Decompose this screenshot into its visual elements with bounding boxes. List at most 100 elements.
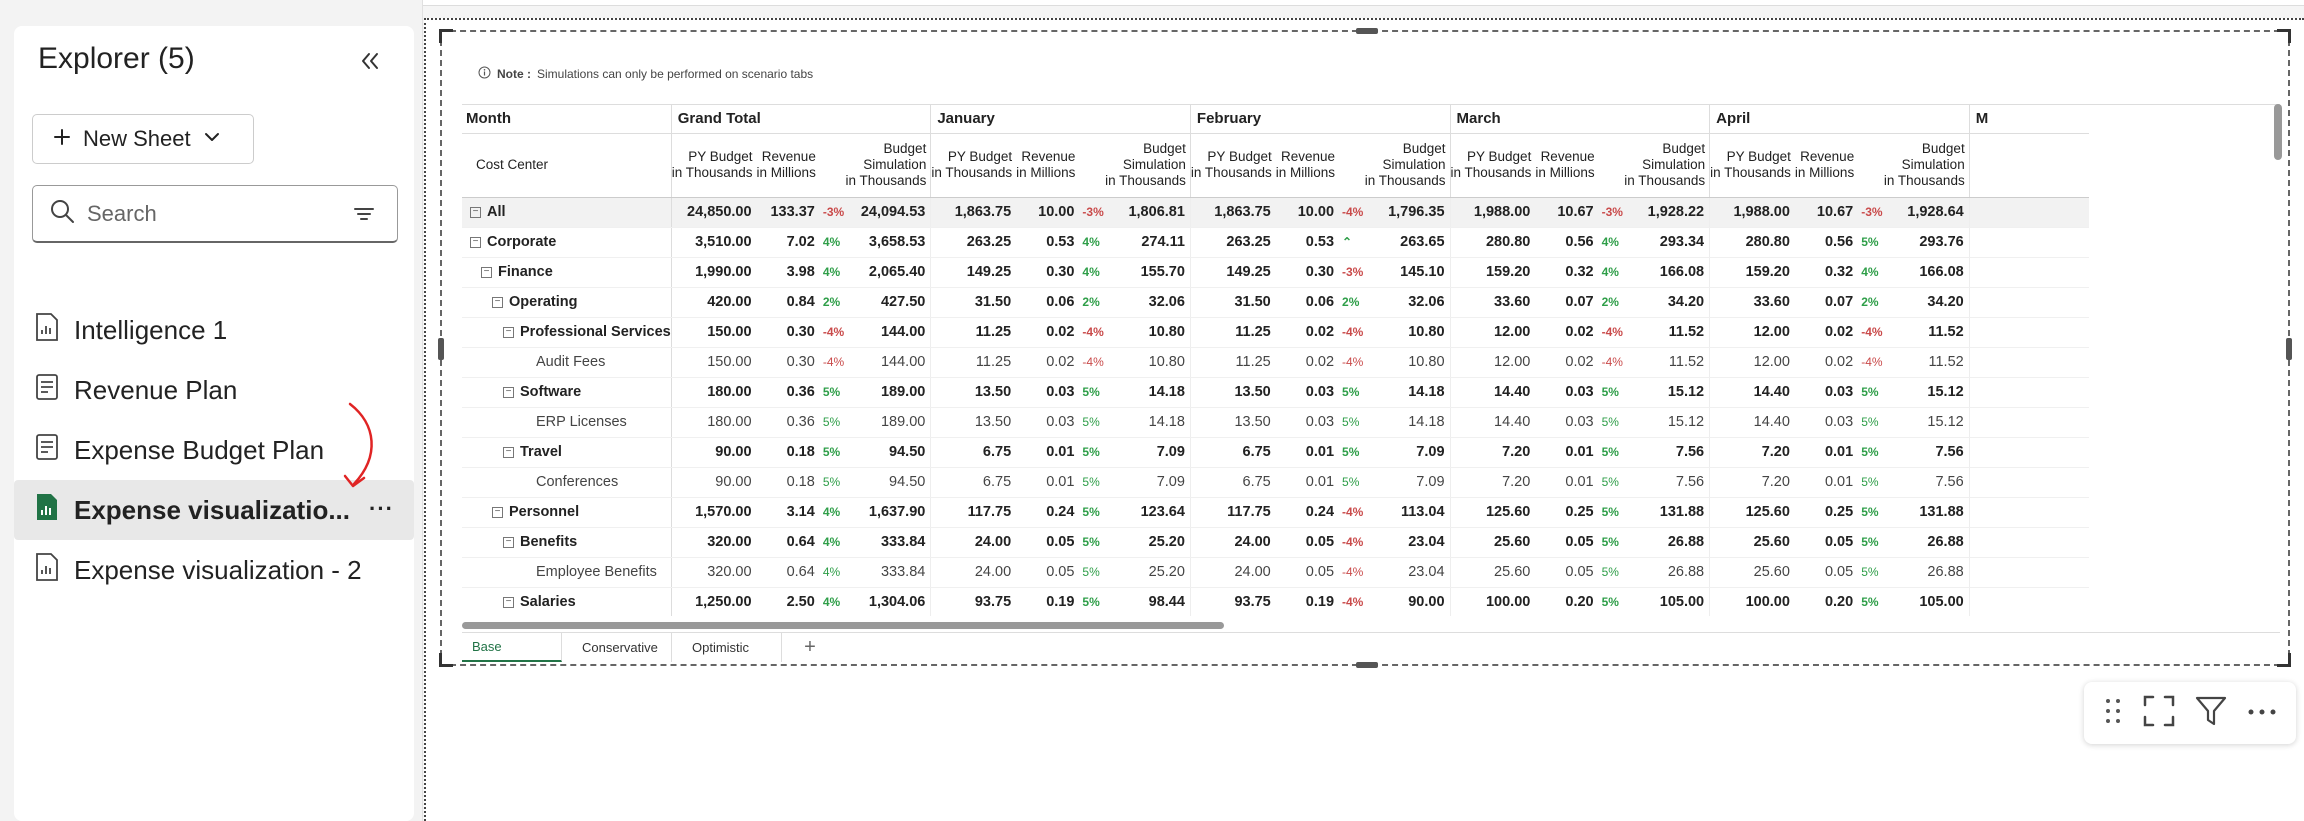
sheet-more-options-icon[interactable]: ··· xyxy=(369,496,394,521)
cost-center-header[interactable]: Cost Center xyxy=(462,133,672,198)
month-header[interactable]: April xyxy=(1709,105,1970,134)
value-cell[interactable]: 26.88 xyxy=(1886,527,1970,558)
value-cell[interactable]: 166.08 xyxy=(1626,257,1710,288)
value-cell[interactable]: 26.88 xyxy=(1886,557,1970,588)
scenario-tab[interactable]: Base xyxy=(462,633,562,662)
value-cell[interactable]: 1,637.90 xyxy=(847,497,931,528)
value-cell[interactable]: 274.11 xyxy=(1107,227,1191,258)
table-row[interactable]: Audit Fees 150.00 0.30 -4% 144.00 11.25 0.02 -4… xyxy=(462,347,2090,378)
value-cell[interactable]: 10.80 xyxy=(1107,347,1191,378)
month-header[interactable]: January xyxy=(930,105,1191,134)
table-row[interactable]: − Salaries 1,250.00 2.50 4% 1,304.06 93.75 0.19… xyxy=(462,587,2090,616)
value-cell[interactable]: 293.34 xyxy=(1626,227,1710,258)
value-cell[interactable]: 7.09 xyxy=(1367,437,1451,468)
value-cell[interactable]: 34.20 xyxy=(1626,287,1710,318)
measure-header[interactable]: Revenue in Millions xyxy=(1016,133,1080,198)
table-row[interactable]: − Professional Services 150.00 0.30 -4% 144.0… xyxy=(462,317,2090,348)
value-cell[interactable]: 10.80 xyxy=(1367,317,1451,348)
table-row[interactable]: − Travel 90.00 0.18 5% 94.50 6.75 0.01 5% 7.09 6.7… xyxy=(462,437,2090,468)
value-cell[interactable]: 131.88 xyxy=(1886,497,1970,528)
table-row[interactable]: ERP Licenses 180.00 0.36 5% 189.00 13.50 0.03 5… xyxy=(462,407,2090,438)
value-cell[interactable]: 10.80 xyxy=(1367,347,1451,378)
value-cell[interactable]: 1,928.64 xyxy=(1886,197,1970,228)
focus-mode-icon[interactable] xyxy=(2142,694,2176,733)
value-cell[interactable]: 94.50 xyxy=(847,467,931,498)
measure-header[interactable]: Budget Simulation in Thousands xyxy=(819,133,931,198)
table-row[interactable]: − Software 180.00 0.36 5% 189.00 13.50 0.03 5% 14… xyxy=(462,377,2090,408)
value-cell[interactable]: 155.70 xyxy=(1107,257,1191,288)
measure-header[interactable]: Budget Simulation in Thousands xyxy=(1598,133,1710,198)
value-cell[interactable]: 90.00 xyxy=(1367,587,1451,616)
value-cell[interactable]: 10.80 xyxy=(1107,317,1191,348)
value-cell[interactable]: 263.65 xyxy=(1367,227,1451,258)
measure-header[interactable]: PY Budget in Thousands xyxy=(1449,133,1536,198)
value-cell[interactable]: 7.56 xyxy=(1626,437,1710,468)
value-cell[interactable]: 25.20 xyxy=(1107,557,1191,588)
table-row[interactable]: − Operating 420.00 0.84 2% 427.50 31.50 0.06 2% 3… xyxy=(462,287,2090,318)
table-row[interactable]: − Personnel 1,570.00 3.14 4% 1,637.90 117.75 0.… xyxy=(462,497,2090,528)
value-cell[interactable]: 7.56 xyxy=(1886,467,1970,498)
collapse-toggle-icon[interactable]: − xyxy=(470,206,481,218)
month-header[interactable]: March xyxy=(1449,105,1710,134)
value-cell[interactable]: 15.12 xyxy=(1626,377,1710,408)
measure-header[interactable]: Budget Simulation in Thousands xyxy=(1858,133,1970,198)
add-tab-plus-icon[interactable]: + xyxy=(804,636,816,658)
horizontal-scrollbar[interactable] xyxy=(462,622,1224,629)
value-cell[interactable]: 1,304.06 xyxy=(847,587,931,616)
scenario-tab[interactable]: Conservative xyxy=(572,633,672,662)
vertical-scrollbar[interactable] xyxy=(2274,104,2282,160)
value-cell[interactable]: 98.44 xyxy=(1107,587,1191,616)
table-row[interactable]: − All 24,850.00 133.37 -3% 24,094.53 1,863.75 1… xyxy=(462,197,2090,228)
measure-header[interactable]: Revenue in Millions xyxy=(1535,133,1599,198)
value-cell[interactable]: 7.09 xyxy=(1107,467,1191,498)
value-cell[interactable]: 189.00 xyxy=(847,407,931,438)
sheet-item[interactable]: Expense visualization - 2 xyxy=(14,540,414,600)
filter-lines-icon[interactable] xyxy=(353,204,375,229)
value-cell[interactable]: 1,928.22 xyxy=(1626,197,1710,228)
measure-header[interactable]: PY Budget in Thousands xyxy=(670,133,757,198)
resize-corner-top-left[interactable] xyxy=(439,29,453,43)
value-cell[interactable]: 15.12 xyxy=(1886,377,1970,408)
collapse-toggle-icon[interactable]: − xyxy=(503,386,514,398)
value-cell[interactable]: 427.50 xyxy=(847,287,931,318)
resize-handle-left[interactable] xyxy=(438,338,444,360)
search-input[interactable] xyxy=(87,200,327,227)
collapse-toggle-icon[interactable]: − xyxy=(492,296,503,308)
collapse-toggle-icon[interactable]: − xyxy=(503,596,514,608)
collapse-double-chevron-icon[interactable] xyxy=(355,46,385,76)
measure-header[interactable]: PY Budget in Thousands xyxy=(1709,133,1795,198)
value-cell[interactable]: 2,065.40 xyxy=(847,257,931,288)
value-cell[interactable]: 34.20 xyxy=(1886,287,1970,318)
sheet-item[interactable]: Intelligence 1 xyxy=(14,300,414,360)
resize-handle-bottom[interactable] xyxy=(1356,662,1378,668)
value-cell[interactable]: 144.00 xyxy=(847,317,931,348)
measure-header[interactable]: Revenue in Millions xyxy=(756,133,820,198)
table-row[interactable]: − Benefits 320.00 0.64 4% 333.84 24.00 0.05 5% 25… xyxy=(462,527,2090,558)
measure-header[interactable]: Revenue in Millions xyxy=(1794,133,1859,198)
value-cell[interactable]: 11.52 xyxy=(1626,317,1710,348)
value-cell[interactable]: 32.06 xyxy=(1367,287,1451,318)
value-cell[interactable]: 14.18 xyxy=(1107,377,1191,408)
table-row[interactable]: − Finance 1,990.00 3.98 4% 2,065.40 149.25 0.30… xyxy=(462,257,2090,288)
value-cell[interactable]: 123.64 xyxy=(1107,497,1191,528)
value-cell[interactable]: 1,796.35 xyxy=(1367,197,1451,228)
table-row[interactable]: Conferences 90.00 0.18 5% 94.50 6.75 0.01 5% 7.0… xyxy=(462,467,2090,498)
value-cell[interactable]: 15.12 xyxy=(1886,407,1970,438)
resize-corner-bottom-left[interactable] xyxy=(439,653,453,667)
value-cell[interactable]: 166.08 xyxy=(1886,257,1970,288)
value-cell[interactable]: 105.00 xyxy=(1626,587,1710,616)
sheet-item[interactable]: Expense visualizatio... ··· xyxy=(14,480,414,540)
value-cell[interactable]: 11.52 xyxy=(1886,317,1970,348)
collapse-toggle-icon[interactable]: − xyxy=(503,326,514,338)
month-header[interactable]: February xyxy=(1189,105,1451,134)
value-cell[interactable]: 7.09 xyxy=(1107,437,1191,468)
collapse-toggle-icon[interactable]: − xyxy=(492,506,503,518)
drag-handle-icon[interactable] xyxy=(2103,695,2123,732)
resize-handle-top[interactable] xyxy=(1356,28,1378,34)
month-header[interactable]: M xyxy=(1968,105,2090,134)
value-cell[interactable]: 1,806.81 xyxy=(1107,197,1191,228)
resize-corner-top-right[interactable] xyxy=(2277,29,2291,43)
table-row[interactable]: − Corporate 3,510.00 7.02 4% 3,658.53 263.25 0.… xyxy=(462,227,2090,258)
value-cell[interactable]: 11.52 xyxy=(1886,347,1970,378)
resize-corner-bottom-right[interactable] xyxy=(2277,653,2291,667)
